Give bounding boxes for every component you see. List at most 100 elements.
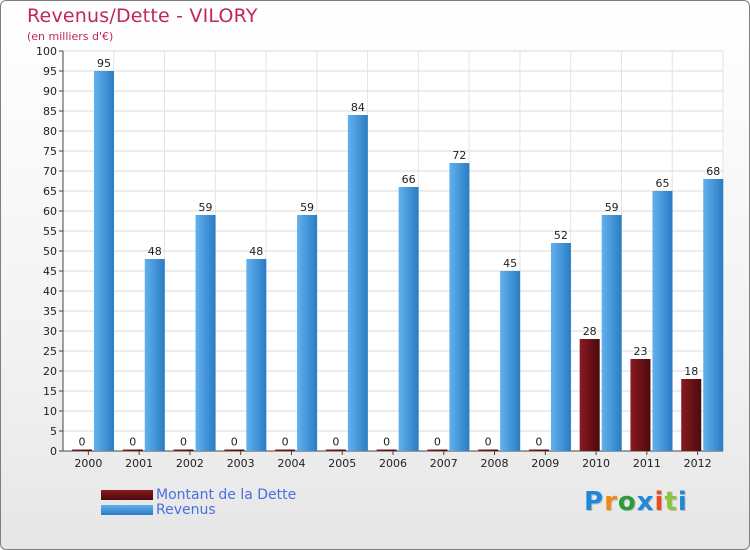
logo-letter: o [617,487,637,517]
y-tick-label: 50 [43,245,57,258]
data-label-dette-2004: 0 [282,436,289,449]
logo-letter: i [677,487,688,517]
logo-letter: t [664,487,678,517]
y-tick-label: 75 [43,145,57,158]
y-tick-label: 40 [43,285,57,298]
logo-letter: x [636,487,655,517]
bar-revenus-2010 [601,215,622,451]
y-tick-label: 95 [43,65,57,78]
data-label-revenus-2012: 68 [706,165,720,178]
bar-dette-2012 [681,379,702,451]
x-tick-label: 2010 [582,457,610,470]
y-tick-label: 90 [43,85,57,98]
y-tick-label: 80 [43,125,57,138]
x-tick-label: 2011 [633,457,661,470]
data-label-revenus-2008: 45 [503,257,517,270]
bar-revenus-2002 [195,215,216,451]
x-tick-label: 2002 [176,457,204,470]
y-tick-label: 35 [43,305,57,318]
data-label-dette-2012: 18 [684,365,698,378]
bar-dette-2011 [630,359,651,451]
x-tick-label: 2001 [125,457,153,470]
bar-dette-2004 [275,449,296,451]
bar-dette-2001 [122,449,143,451]
data-label-revenus-2005: 84 [351,101,365,114]
data-label-dette-2011: 23 [633,345,647,358]
bar-revenus-2000 [94,71,114,451]
bar-revenus-2004 [297,215,318,451]
legend-swatch-revenus [101,505,153,515]
y-tick-label: 0 [50,445,57,458]
bar-dette-2003 [224,449,245,451]
y-tick-label: 10 [43,405,57,418]
bar-dette-2006 [376,449,397,451]
data-label-dette-2003: 0 [231,436,238,449]
y-tick-label: 65 [43,185,57,198]
bar-dette-2007 [427,449,448,451]
y-tick-label: 25 [43,345,57,358]
data-label-revenus-2007: 72 [452,149,466,162]
legend-label-revenus: Revenus [156,502,216,518]
legend-swatch-dette [101,490,153,500]
y-tick-label: 85 [43,105,57,118]
x-tick-label: 2009 [531,457,559,470]
data-label-revenus-2002: 59 [199,201,213,214]
bar-revenus-2008 [500,271,521,451]
data-label-revenus-2011: 65 [655,177,669,190]
data-label-revenus-2006: 66 [402,173,416,186]
y-tick-label: 70 [43,165,57,178]
bar-revenus-2009 [550,243,571,451]
chart-title: Revenus/Dette - VILORY [27,5,258,27]
y-tick-label: 15 [43,385,57,398]
y-tick-label: 60 [43,205,57,218]
x-tick-label: 2012 [684,457,712,470]
data-label-revenus-2009: 52 [554,229,568,242]
data-label-dette-2010: 28 [583,325,597,338]
data-label-dette-2000: 0 [79,436,86,449]
logo-letter: P [584,487,605,517]
data-label-revenus-2003: 48 [249,245,263,258]
bars [72,71,724,451]
data-label-dette-2006: 0 [383,436,390,449]
bar-revenus-2003 [246,259,267,451]
x-tick-label: 2006 [379,457,407,470]
chart-subtitle: (en milliers d'€) [27,30,114,43]
logo-letter: i [654,487,665,517]
data-label-revenus-2004: 59 [300,201,314,214]
bar-dette-2000 [72,449,92,451]
legend-label-dette: Montant de la Dette [156,487,297,503]
y-tick-label: 100 [36,45,57,58]
data-labels: 0 95 0 48 0 59 0 48 0 59 0 84 0 66 0 72 0 45 0 52 28 59 23 65 18… [79,57,721,449]
y-tick-label: 45 [43,265,57,278]
bar-dette-2008 [478,449,499,451]
x-tick-label: 2000 [74,457,102,470]
data-label-dette-2009: 0 [535,436,542,449]
y-tick-label: 5 [50,425,57,438]
bar-dette-2002 [173,449,194,451]
data-label-dette-2005: 0 [332,436,339,449]
proxiti-logo: Proxiti [584,487,688,517]
y-tick-label: 55 [43,225,57,238]
data-label-dette-2002: 0 [180,436,187,449]
data-label-dette-2001: 0 [129,436,136,449]
x-tick-label: 2003 [227,457,255,470]
y-tick-label: 20 [43,365,57,378]
bar-dette-2005 [325,449,346,451]
x-tick-label: 2005 [328,457,356,470]
bar-revenus-2006 [398,187,419,451]
bar-dette-2009 [528,449,549,451]
data-label-dette-2007: 0 [434,436,441,449]
x-tick-label: 2008 [481,457,509,470]
bar-revenus-2001 [144,259,165,451]
x-tick-label: 2007 [430,457,458,470]
bar-revenus-2011 [652,191,673,451]
data-label-revenus-2001: 48 [148,245,162,258]
x-tick-label: 2004 [277,457,305,470]
bar-revenus-2012 [703,179,724,451]
bar-revenus-2005 [347,115,368,451]
data-label-revenus-2010: 59 [605,201,619,214]
bar-revenus-2007 [449,163,470,451]
logo-letter: r [604,487,618,517]
